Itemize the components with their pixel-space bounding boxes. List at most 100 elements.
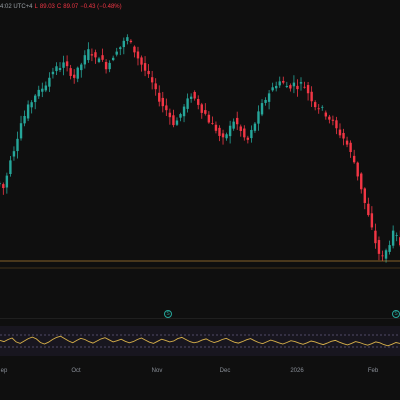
candle-body xyxy=(80,64,83,71)
candle-body xyxy=(41,88,44,92)
candle-body xyxy=(306,85,310,94)
candle-body xyxy=(370,213,374,228)
candle-body xyxy=(193,92,196,99)
candle-body xyxy=(274,85,278,89)
candle-body xyxy=(211,123,214,124)
candle-body xyxy=(186,98,189,109)
candle-body xyxy=(87,49,90,61)
candle-body xyxy=(207,114,211,123)
candle-body xyxy=(34,95,37,103)
candle-body xyxy=(140,57,143,65)
time-axis-label: Dec xyxy=(219,368,231,374)
candle-body xyxy=(12,151,16,157)
candle-body xyxy=(104,62,108,70)
candle-body xyxy=(391,230,395,246)
candle-body xyxy=(352,155,356,163)
candle-body xyxy=(296,85,299,90)
event-marker-dividend[interactable]: S xyxy=(164,310,172,318)
candle-body xyxy=(55,66,58,72)
candle-body xyxy=(44,85,48,91)
candle-body xyxy=(267,93,271,102)
candle-body xyxy=(292,82,296,87)
candle-body xyxy=(250,129,253,139)
candle-body xyxy=(0,183,1,185)
time-axis-label: Nov xyxy=(151,368,163,374)
time-axis-label: Oct xyxy=(71,368,81,374)
candle-body xyxy=(360,173,363,190)
candle-body xyxy=(313,102,317,108)
candle-body xyxy=(395,235,398,236)
candle-body xyxy=(161,97,164,107)
candle-body xyxy=(150,77,154,83)
candle-body xyxy=(97,58,101,62)
candle-body xyxy=(232,121,235,129)
candle-body xyxy=(381,255,384,257)
candle-body xyxy=(246,137,250,140)
pane-separator xyxy=(0,318,400,319)
candle-body xyxy=(9,160,12,175)
candle-body xyxy=(331,119,335,121)
candle-body xyxy=(299,82,303,84)
legend-low-label: L xyxy=(34,4,38,10)
candle-body xyxy=(175,120,179,125)
candle-body xyxy=(129,40,133,43)
candle-body xyxy=(172,115,175,126)
candle-body xyxy=(69,68,72,76)
candle-body xyxy=(147,70,150,75)
candle-body xyxy=(179,114,182,118)
candle-body xyxy=(228,125,232,137)
candle-body xyxy=(182,106,186,117)
candle-body xyxy=(122,40,126,48)
candle-body xyxy=(19,123,23,139)
candle-body xyxy=(310,91,313,102)
candle-body xyxy=(221,133,225,138)
legend-close-label: C xyxy=(56,4,62,10)
candle-body xyxy=(377,240,381,254)
candle-body xyxy=(236,117,239,125)
candle-body xyxy=(225,134,228,139)
candle-body xyxy=(62,62,65,68)
candle-body xyxy=(189,96,193,99)
time-axis-label: ep xyxy=(0,368,8,374)
legend-low-value: 89.03 xyxy=(39,4,55,10)
candle-body xyxy=(30,102,33,108)
candle-body xyxy=(37,89,40,97)
candle-body xyxy=(90,54,94,56)
candle-body xyxy=(101,55,104,60)
candle-body xyxy=(51,71,55,75)
event-marker-dividend[interactable]: S xyxy=(392,310,400,318)
legend-time: 4:02 UTC+4 xyxy=(0,4,33,10)
candle-body xyxy=(58,68,62,71)
candle-body xyxy=(335,120,338,129)
candle-body xyxy=(165,105,168,111)
candle-body xyxy=(16,138,19,152)
candle-body xyxy=(303,86,306,88)
candle-body xyxy=(218,127,221,136)
candle-body xyxy=(214,124,218,131)
candle-body xyxy=(338,129,342,136)
candle-body xyxy=(143,63,147,71)
candle-body xyxy=(197,99,200,105)
candle-body xyxy=(384,250,388,259)
candle-body xyxy=(94,52,97,58)
candle-body xyxy=(168,112,172,118)
legend-change: −0.43 (−0.48%) xyxy=(80,4,122,10)
candle-body xyxy=(282,80,285,83)
candle-body xyxy=(111,57,115,61)
candle-body xyxy=(257,111,260,124)
candle-body xyxy=(133,46,136,53)
candle-body xyxy=(285,85,289,87)
candle-body xyxy=(204,110,207,114)
time-axis-label: 2026 xyxy=(290,368,304,374)
legend-close-value: 89.07 xyxy=(63,4,79,10)
candle-body xyxy=(342,132,345,139)
candle-body xyxy=(289,85,292,89)
candle-body xyxy=(65,61,69,67)
candle-body xyxy=(345,140,349,145)
candle-body xyxy=(76,67,79,79)
candle-body xyxy=(83,55,87,65)
candle-body xyxy=(23,115,26,124)
candle-body xyxy=(72,74,76,78)
